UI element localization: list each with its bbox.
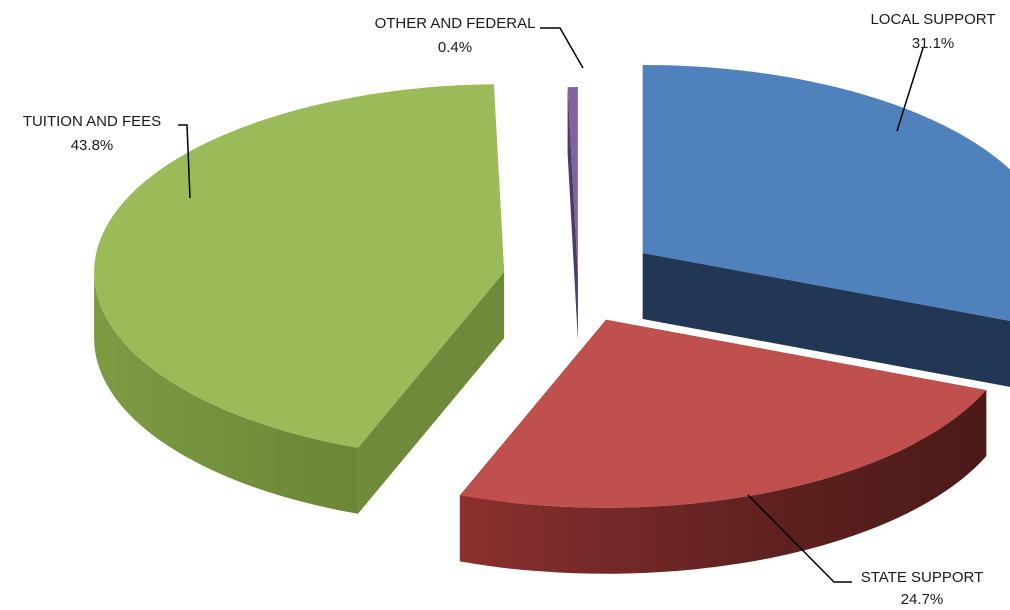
pie-slice-wall	[642, 252, 1010, 387]
value-other-and-federal: 0.4%	[438, 39, 472, 56]
leader-line-local-support	[896, 47, 924, 132]
label-local-support: LOCAL SUPPORT	[870, 11, 995, 28]
label-other-and-federal: OTHER AND FEDERAL	[375, 15, 536, 32]
pie-slice-wall	[567, 87, 578, 342]
pie-slice-top	[642, 64, 1010, 321]
pie-slice-local-support	[642, 64, 1010, 387]
label-tuition-and-fees: TUITION AND FEES	[23, 113, 161, 130]
pie-slice-other-and-federal	[567, 87, 578, 342]
leader-line-other-and-federal	[540, 27, 584, 69]
value-tuition-and-fees: 43.8%	[71, 137, 114, 154]
pie-slice-side	[459, 390, 987, 574]
pie-slice-wall	[357, 272, 505, 514]
pie-slice-side	[94, 272, 358, 514]
pie-slice-tuition-and-fees	[94, 84, 505, 514]
leader-line-tuition-and-fees	[178, 124, 191, 199]
pie-slice-top	[94, 84, 505, 448]
label-state-support: STATE SUPPORT	[861, 569, 984, 586]
value-state-support: 24.7%	[901, 591, 944, 608]
pie-slice-top	[567, 87, 578, 276]
pie-slice-state-support	[459, 319, 987, 574]
value-local-support: 31.1%	[912, 35, 955, 52]
leader-line-state-support	[747, 494, 852, 583]
pie-slice-top	[459, 319, 987, 508]
